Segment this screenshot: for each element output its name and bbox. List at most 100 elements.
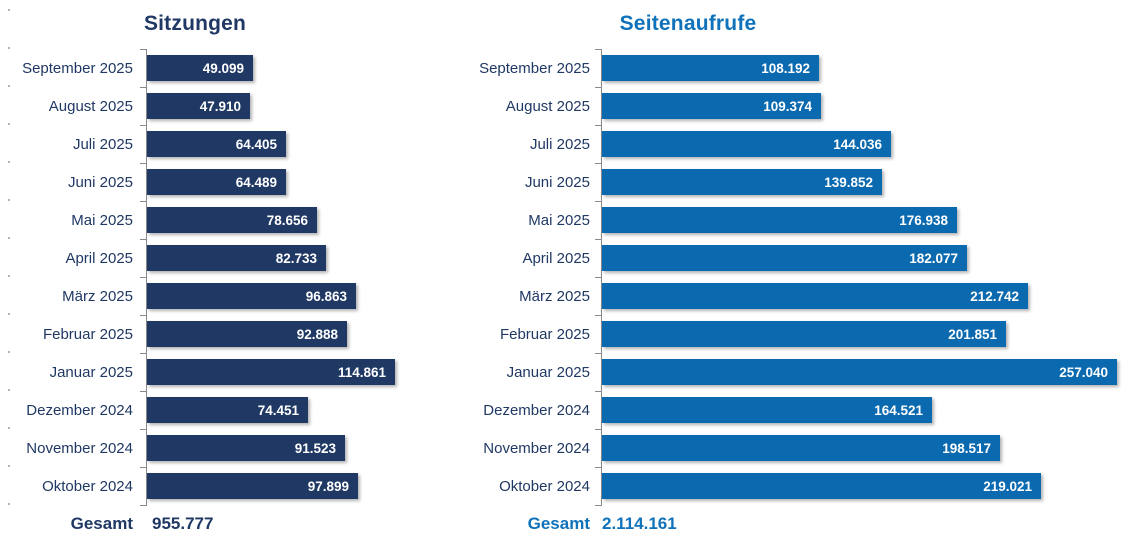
category-label: Februar 2025: [499, 325, 590, 343]
chart-title: Sitzungen: [143, 12, 247, 35]
bar-value-label: 64.489: [235, 174, 277, 190]
bar: 64.489: [147, 169, 286, 195]
total-row: Gesamt 955.777: [0, 514, 214, 534]
category-label: Juni 2025: [67, 173, 133, 191]
category-label: September 2025: [22, 59, 133, 77]
axis-tick: [595, 277, 602, 278]
edge-tick-dot: [8, 237, 10, 239]
bar: 108.192: [602, 55, 819, 81]
category-label: April 2025: [522, 249, 590, 267]
axis-tick: [140, 201, 147, 202]
category-label: Februar 2025: [42, 325, 133, 343]
edge-tick-dot: [8, 427, 10, 429]
bar-value-label: 92.888: [296, 326, 338, 342]
axis-tick: [595, 505, 602, 506]
chart-row: Dezember 2024 164.521: [455, 391, 1117, 429]
chart-row: Oktober 2024 219.021: [455, 467, 1117, 505]
chart-title: Seitenaufrufe: [619, 12, 757, 35]
edge-tick-dot: [8, 123, 10, 125]
bar-track: 64.489: [147, 169, 286, 195]
bar: 198.517: [602, 435, 1000, 461]
bar-value-label: 114.861: [337, 364, 386, 380]
axis-tick: [595, 353, 602, 354]
axis-tick: [595, 429, 602, 430]
chart-row: Dezember 2024 74.451: [0, 391, 395, 429]
bar-value-label: 144.036: [833, 136, 882, 152]
bar-value-label: 82.733: [275, 250, 317, 266]
bar: 219.021: [602, 473, 1041, 499]
axis-tick: [140, 353, 147, 354]
bar-track: 198.517: [602, 435, 1000, 461]
axis-ticks: [140, 49, 147, 506]
bar: 176.938: [602, 207, 957, 233]
edge-tick-dot: [8, 47, 10, 49]
bar-value-label: 182.077: [909, 250, 958, 266]
category-label: August 2025: [48, 97, 133, 115]
bar-value-label: 109.374: [763, 98, 812, 114]
bar: 97.899: [147, 473, 358, 499]
axis-tick: [140, 49, 147, 50]
chart-row: Juli 2025 64.405: [0, 125, 395, 163]
chart-row: November 2024 198.517: [455, 429, 1117, 467]
axis-tick: [140, 125, 147, 126]
category-label: Juli 2025: [529, 135, 590, 153]
bar-rows: September 2025 49.099 August 2025 47.910 Jul…: [0, 49, 395, 505]
axis-tick: [140, 429, 147, 430]
bar: 78.656: [147, 207, 317, 233]
category-label: Juni 2025: [524, 173, 590, 191]
edge-tick-dot: [8, 503, 10, 505]
bar-value-label: 97.899: [307, 478, 349, 494]
edge-tick-dot: [8, 389, 10, 391]
category-label: Juli 2025: [72, 135, 133, 153]
bar: 92.888: [147, 321, 347, 347]
chart-row: August 2025 47.910: [0, 87, 395, 125]
bar-track: 82.733: [147, 245, 326, 271]
bar-track: 109.374: [602, 93, 821, 119]
bar: 91.523: [147, 435, 345, 461]
category-label: April 2025: [65, 249, 133, 267]
bar-track: 201.851: [602, 321, 1006, 347]
bar-track: 97.899: [147, 473, 358, 499]
axis-tick: [140, 87, 147, 88]
category-label: Oktober 2024: [499, 477, 590, 495]
bar-track: 164.521: [602, 397, 932, 423]
left-edge-ticks: [8, 0, 11, 554]
axis-tick: [595, 163, 602, 164]
bar-value-label: 47.910: [199, 98, 241, 114]
chart-row: August 2025 109.374: [455, 87, 1117, 125]
category-label: November 2024: [26, 439, 133, 457]
chart-row: Juli 2025 144.036: [455, 125, 1117, 163]
chart-seitenaufrufe: Seitenaufrufe September 2025 108.192 Augus…: [455, 0, 1146, 554]
bar: 47.910: [147, 93, 250, 119]
bar-track: 114.861: [147, 359, 395, 385]
bar-value-label: 219.021: [983, 478, 1032, 494]
bar-value-label: 198.517: [942, 440, 991, 456]
bar-track: 96.863: [147, 283, 356, 309]
axis-tick: [595, 391, 602, 392]
bar: 212.742: [602, 283, 1028, 309]
axis-tick: [595, 87, 602, 88]
chart-sitzungen: Sitzungen September 2025 49.099 August 202…: [0, 0, 455, 554]
bar-value-label: 176.938: [899, 212, 948, 228]
bar-value-label: 78.656: [266, 212, 308, 228]
category-label: Oktober 2024: [42, 477, 133, 495]
bar-value-label: 139.852: [824, 174, 873, 190]
chart-row: Februar 2025 201.851: [455, 315, 1117, 353]
chart-row: März 2025 96.863: [0, 277, 395, 315]
bar-value-label: 201.851: [948, 326, 997, 342]
bar-track: 139.852: [602, 169, 882, 195]
bar-value-label: 74.451: [257, 402, 299, 418]
chart-row: Juni 2025 139.852: [455, 163, 1117, 201]
total-label: Gesamt: [527, 514, 590, 533]
edge-tick-dot: [8, 313, 10, 315]
bar: 96.863: [147, 283, 356, 309]
bar: 114.861: [147, 359, 395, 385]
bar-value-label: 212.742: [970, 288, 1019, 304]
category-label: Januar 2025: [49, 363, 133, 381]
chart-row: März 2025 212.742: [455, 277, 1117, 315]
bar: 64.405: [147, 131, 286, 157]
category-label: März 2025: [519, 287, 590, 305]
bar-track: 92.888: [147, 321, 347, 347]
bar-rows: September 2025 108.192 August 2025 109.374 J…: [455, 49, 1117, 505]
chart-row: April 2025 182.077: [455, 239, 1117, 277]
